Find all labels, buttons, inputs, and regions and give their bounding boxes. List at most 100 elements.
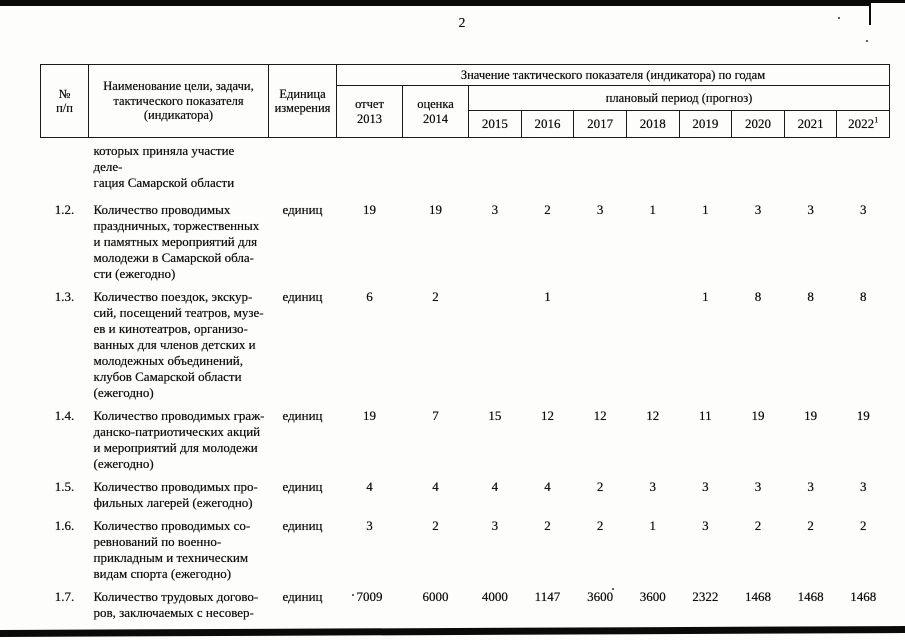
value-cell: 4 xyxy=(432,479,439,494)
indicator-name-line: Количество проводимых граж- xyxy=(93,408,265,423)
row-number: 1.7. xyxy=(54,589,75,604)
value-cell: 8 xyxy=(754,289,762,304)
value-cell: 7009 xyxy=(356,589,383,604)
value-cell: 2 xyxy=(754,518,762,533)
indicator-name-line: Количество проводимых со- xyxy=(93,518,251,533)
value-cell: 3 xyxy=(366,518,373,533)
col-header-plan-period: плановый период (прогноз) xyxy=(468,85,890,111)
value-cell: 19 xyxy=(429,202,442,217)
value-cell xyxy=(626,138,679,203)
row-number: 1.4. xyxy=(54,408,75,423)
header-line: № xyxy=(58,86,71,101)
page-number: 2 xyxy=(458,15,466,30)
value-cell: 1468 xyxy=(850,589,877,604)
value-cell: 2 xyxy=(596,518,604,533)
value-cell: 2 xyxy=(544,202,551,217)
table-body: которых приняла участие деле-гация Самар… xyxy=(41,138,890,629)
value-cell: 3 xyxy=(596,202,604,217)
scan-edge-top xyxy=(0,0,870,6)
value-cell: 2322 xyxy=(692,589,719,604)
col-header-year-2018: 2018 xyxy=(625,110,680,138)
value-cell xyxy=(784,138,837,203)
value-cell xyxy=(574,138,627,203)
value-cell: 19 xyxy=(363,202,376,217)
unit-cell: единиц xyxy=(282,289,323,304)
value-cell: 8 xyxy=(807,289,814,304)
header-line: отчет xyxy=(355,97,384,111)
value-cell xyxy=(469,138,522,203)
value-cell: 6000 xyxy=(422,589,449,604)
indicator-name-line: Количество поездок, экскур- xyxy=(93,289,253,304)
indicator-name-line: фильных лагерей (ежегодно) xyxy=(93,495,253,510)
header-line: 2014 xyxy=(423,111,448,126)
indicator-name-line: гация Самарской области xyxy=(93,175,235,190)
row-number: 1.3. xyxy=(54,289,75,304)
indicator-name-line: данско-патриотических акций xyxy=(93,424,261,439)
value-cell xyxy=(626,289,679,408)
indicator-name-line: сий, посещений театров, музе- xyxy=(93,305,264,320)
table-row: 1.5. Количество проводимых про-фильных ла… xyxy=(41,479,890,518)
value-cell: 12 xyxy=(593,408,607,423)
col-header-estimate-2014: оценка 2014 xyxy=(402,85,469,138)
value-cell: 3 xyxy=(807,202,814,217)
col-header-unit: Единица измерения xyxy=(268,64,337,138)
value-cell: 4 xyxy=(366,479,373,494)
value-cell: 8 xyxy=(859,289,867,304)
value-cell xyxy=(521,138,574,203)
unit-cell: единиц xyxy=(282,518,323,533)
table-row: 1.4. Количество проводимых граж-данско-па… xyxy=(41,408,890,479)
indicator-name: Количество проводимых праздничных, торжес… xyxy=(89,202,269,289)
value-cell: 3 xyxy=(859,202,867,217)
header-line: тактического показателя xyxy=(113,93,244,108)
value-cell: 3 xyxy=(807,479,814,494)
indicator-name-line: ров, заключаемых с несовер- xyxy=(93,605,254,620)
value-cell: 1147 xyxy=(534,589,561,604)
indicator-name-line: прикладным и техническим xyxy=(93,550,249,565)
col-header-year-2016: 2016 xyxy=(520,110,575,138)
table-header: № п/п Наименование цели, задачи, тактическ… xyxy=(40,64,890,138)
indicator-name: Количество поездок, экскур-сий, посещени… xyxy=(89,289,269,408)
indicator-name-line: Количество проводимых про- xyxy=(93,479,258,494)
indicator-name-line: ев и кинотеатров, организо- xyxy=(93,321,248,336)
indicator-name: Количество проводимых про-фильных лагере… xyxy=(89,479,269,518)
col-header-year-2017: 2017 xyxy=(573,110,627,138)
row-number: 1.2. xyxy=(54,202,75,217)
indicator-name-line: ванных для членов детских и xyxy=(93,337,256,352)
value-cell: 2 xyxy=(432,289,439,304)
scan-speck xyxy=(612,588,614,590)
header-line: Наименование цели, задачи, xyxy=(103,79,254,94)
value-cell: 19 xyxy=(804,408,818,423)
indicator-name-line: клубов Самарской области xyxy=(93,369,242,384)
header-line: Единица xyxy=(279,86,326,101)
year-columns-row: 2015 2016 2017 2018 2019 2020 2021 20221 xyxy=(41,110,890,138)
header-line: 2013 xyxy=(357,111,382,126)
unit-cell: единиц xyxy=(282,589,323,604)
col-header-year-2015: 2015 xyxy=(468,110,522,138)
col-header-name: Наименование цели, задачи, тактического п… xyxy=(88,64,269,138)
value-cell: 11 xyxy=(699,408,712,423)
table-row: 1.3. Количество поездок, экскур-сий, посе… xyxy=(41,289,890,408)
col-header-values-group: Значение тактического показателя (индика… xyxy=(336,64,890,86)
value-cell: 4 xyxy=(491,479,499,494)
value-cell: 19 xyxy=(751,408,765,423)
value-cell: 3 xyxy=(859,479,867,494)
unit-cell: единиц xyxy=(282,202,323,217)
indicator-name-line: молодежи в Самарской обла- xyxy=(93,250,255,265)
table-row: 1.2. Количество проводимых праздничных, то… xyxy=(41,202,890,289)
indicator-name: Количество трудовых догово-ров, заключае… xyxy=(89,589,269,628)
value-cell xyxy=(732,138,785,203)
indicator-name-line: и памятных мероприятий для xyxy=(93,234,258,249)
value-cell xyxy=(574,289,627,408)
value-cell: 2 xyxy=(432,518,439,533)
value-cell xyxy=(679,138,732,203)
value-cell xyxy=(337,138,403,203)
value-cell: 3 xyxy=(649,479,656,494)
indicator-name-line: которых приняла участие деле- xyxy=(93,143,235,174)
indicator-name-line: и мероприятий для молодежи xyxy=(93,440,258,455)
col-header-report-2013: отчет 2013 xyxy=(336,85,403,138)
value-cell xyxy=(837,138,890,203)
value-cell: 3 xyxy=(702,479,709,494)
value-cell: 19 xyxy=(363,408,376,423)
value-cell: 15 xyxy=(488,408,502,423)
value-cell xyxy=(469,289,522,408)
